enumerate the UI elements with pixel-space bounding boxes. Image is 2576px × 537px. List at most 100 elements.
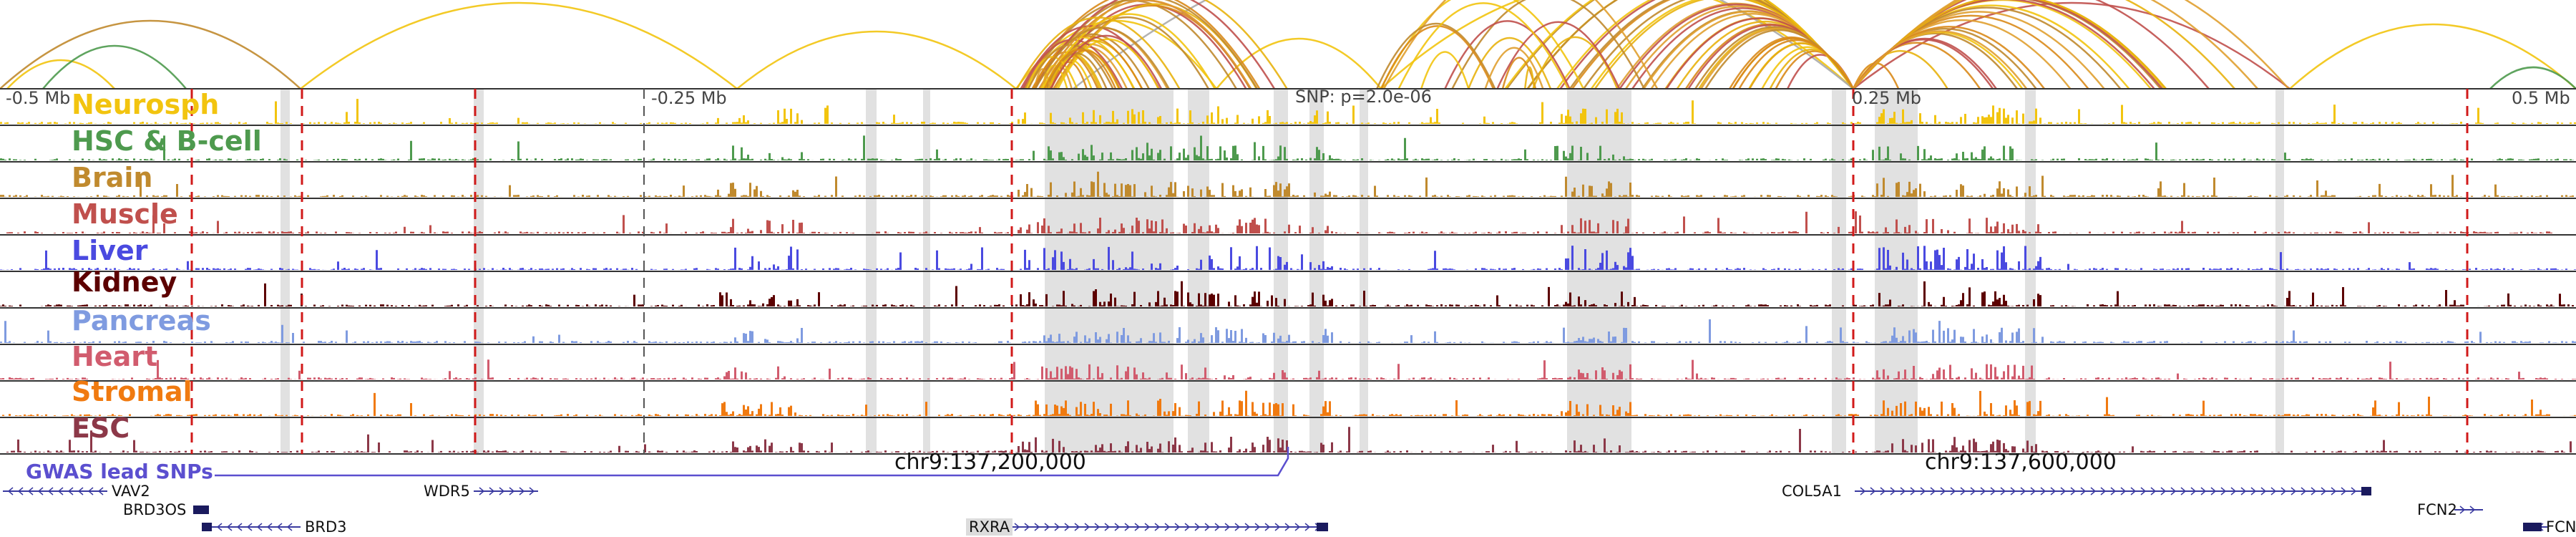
track-label-stromal: Stromal: [72, 376, 192, 407]
loop-arc: [1380, 25, 1495, 90]
loop-arc: [42, 44, 187, 90]
strand-arrow: [1980, 487, 1986, 495]
strand-arrow: [509, 487, 515, 495]
strand-arrow: [1920, 487, 1926, 495]
strand-arrow: [2180, 487, 2187, 495]
strand-arrow: [2010, 487, 2016, 495]
strand-arrow: [2240, 487, 2247, 495]
strand-arrow: [2120, 487, 2127, 495]
strand-arrow: [67, 487, 74, 495]
strand-arrow: [2250, 487, 2257, 495]
strand-arrow: [2020, 487, 2026, 495]
gene-exon: [202, 523, 212, 531]
strand-arrow: [2290, 487, 2297, 495]
strand-arrow: [2331, 487, 2337, 495]
loop-arc: [1523, 66, 1536, 90]
gene-exon: [1317, 523, 1328, 531]
strand-arrow: [2230, 487, 2237, 495]
strand-arrow: [1880, 487, 1886, 495]
strand-arrow: [2351, 487, 2357, 495]
loop-arc: [1738, 39, 1855, 90]
loop-arc: [1852, 62, 1900, 90]
loop-arc: [2489, 66, 2576, 90]
strand-arrow: [1890, 487, 1896, 495]
strand-arrow: [1970, 487, 1976, 495]
strand-arrow: [37, 487, 44, 495]
strand-arrow: [2130, 487, 2137, 495]
strand-arrow: [2200, 487, 2207, 495]
loop-arc: [1853, 30, 2028, 90]
track-label-brain: Brain: [72, 162, 153, 193]
strand-arrow: [97, 487, 104, 495]
strand-arrow: [1064, 523, 1070, 531]
loop-arc: [1016, 16, 1181, 90]
axis-tick-label: -0.5 Mb: [6, 88, 71, 108]
coordinate-label: chr9:137,200,000: [894, 450, 1086, 475]
strand-arrow: [1284, 523, 1291, 531]
loop-arc: [1444, 20, 1571, 90]
loop-arc: [0, 19, 301, 90]
strand-arrow: [47, 487, 54, 495]
track-label-muscle: Muscle: [72, 198, 178, 230]
loop-arc: [1532, 36, 1619, 90]
loop-arc: [1038, 0, 1252, 90]
strand-arrow: [1910, 487, 1916, 495]
strand-arrow: [27, 487, 34, 495]
strand-arrow: [2270, 487, 2277, 495]
track-label-liver: Liver: [72, 235, 148, 266]
strand-arrow: [1254, 523, 1261, 531]
signal-track-muscle: [0, 211, 2576, 233]
strand-arrow: [1194, 523, 1201, 531]
strand-arrow: [479, 487, 485, 495]
loop-arc: [1057, 38, 1160, 90]
track-label-heart: Heart: [72, 341, 158, 372]
strand-arrow: [2190, 487, 2197, 495]
strand-arrow: [1950, 487, 1956, 495]
strand-arrow: [2459, 505, 2466, 514]
track-label-kidney: Kidney: [72, 266, 177, 298]
signal-track-liver: [0, 246, 2576, 270]
loop-arc: [736, 30, 1017, 90]
axis-tick-label: 0.5 Mb: [2512, 88, 2570, 108]
loop-arc: [1853, 1, 2290, 90]
strand-arrow: [1860, 487, 1866, 495]
strand-arrow: [2210, 487, 2217, 495]
strand-arrow: [77, 487, 84, 495]
strand-arrow: [1154, 523, 1161, 531]
strand-arrow: [2000, 487, 2006, 495]
signal-track-brain: [0, 171, 2576, 197]
strand-arrow: [1234, 523, 1241, 531]
strand-arrow: [2070, 487, 2077, 495]
gene-label-fcn2: FCN2: [2417, 501, 2457, 518]
strand-arrow: [266, 523, 273, 531]
strand-arrow: [1034, 523, 1040, 531]
gene-exon: [2523, 523, 2542, 531]
strand-arrow: [1024, 523, 1030, 531]
strand-arrow: [87, 487, 94, 495]
loop-arc: [1045, 52, 1108, 90]
strand-arrow: [2160, 487, 2167, 495]
loop-arc: [2289, 23, 2576, 90]
strand-arrow: [286, 523, 293, 531]
track-label-neurosph: Neurosph: [72, 89, 220, 120]
loop-arc: [1468, 37, 1552, 90]
strand-arrow: [529, 487, 535, 495]
strand-arrow: [216, 523, 223, 531]
track-label-esc: ESC: [72, 412, 130, 444]
strand-arrow: [2030, 487, 2036, 495]
strand-arrow: [276, 523, 283, 531]
strand-arrow: [1084, 523, 1091, 531]
loop-arc: [1380, 0, 1854, 90]
strand-arrow: [1304, 523, 1311, 531]
loop-arc: [1216, 37, 1382, 90]
strand-arrow: [17, 487, 24, 495]
strand-arrow: [1144, 523, 1151, 531]
strand-arrow: [1274, 523, 1281, 531]
strand-arrow: [2100, 487, 2107, 495]
gene-label-vav2: VAV2: [112, 483, 150, 500]
loop-arc: [1496, 21, 1621, 90]
strand-arrow: [1104, 523, 1111, 531]
track-dividers: [0, 88, 2576, 455]
strand-arrow: [1930, 487, 1936, 495]
